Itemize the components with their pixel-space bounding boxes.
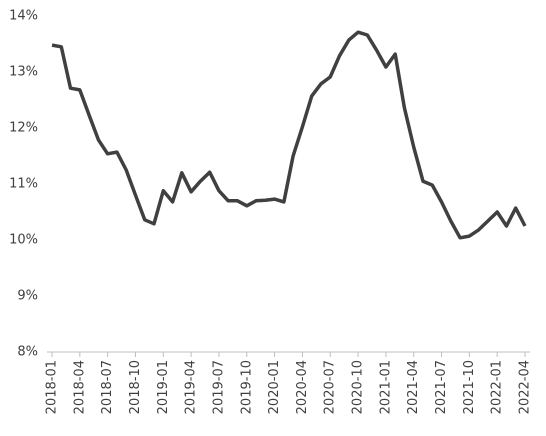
x-tick-label: 2022-04: [518, 360, 533, 414]
x-tick-label: 2018-10: [128, 360, 143, 414]
x-tick-label: 2020-01: [267, 360, 282, 414]
x-tick-label: 2018-04: [72, 360, 87, 414]
x-tick-label: 2019-10: [239, 360, 254, 414]
x-tick-label: 2021-10: [462, 360, 477, 414]
y-tick-label: 14%: [9, 9, 38, 24]
x-tick-label: 2020-10: [351, 360, 366, 414]
y-tick-label: 8%: [17, 345, 38, 360]
y-tick-label: 9%: [17, 289, 38, 304]
x-tick-label: 2019-01: [156, 360, 171, 414]
x-tick-label: 2018-01: [45, 360, 60, 414]
x-tick-label: 2022-01: [490, 360, 505, 414]
y-tick-label: 13%: [9, 65, 38, 80]
data-line: [51, 30, 527, 240]
x-tick-label: 2020-07: [323, 360, 338, 414]
x-tick-label: 2018-07: [100, 360, 115, 414]
x-tick-label: 2021-01: [378, 360, 393, 414]
x-tick-label: 2019-04: [184, 360, 199, 414]
x-tick-label: 2020-04: [295, 360, 310, 414]
x-tick-label: 2021-07: [434, 360, 449, 414]
y-tick-label: 11%: [9, 177, 38, 192]
x-tick-label: 2021-04: [406, 360, 421, 414]
x-tick-label: 2019-07: [211, 360, 226, 414]
y-tick-label: 10%: [9, 233, 38, 248]
y-tick-label: 12%: [9, 121, 38, 136]
